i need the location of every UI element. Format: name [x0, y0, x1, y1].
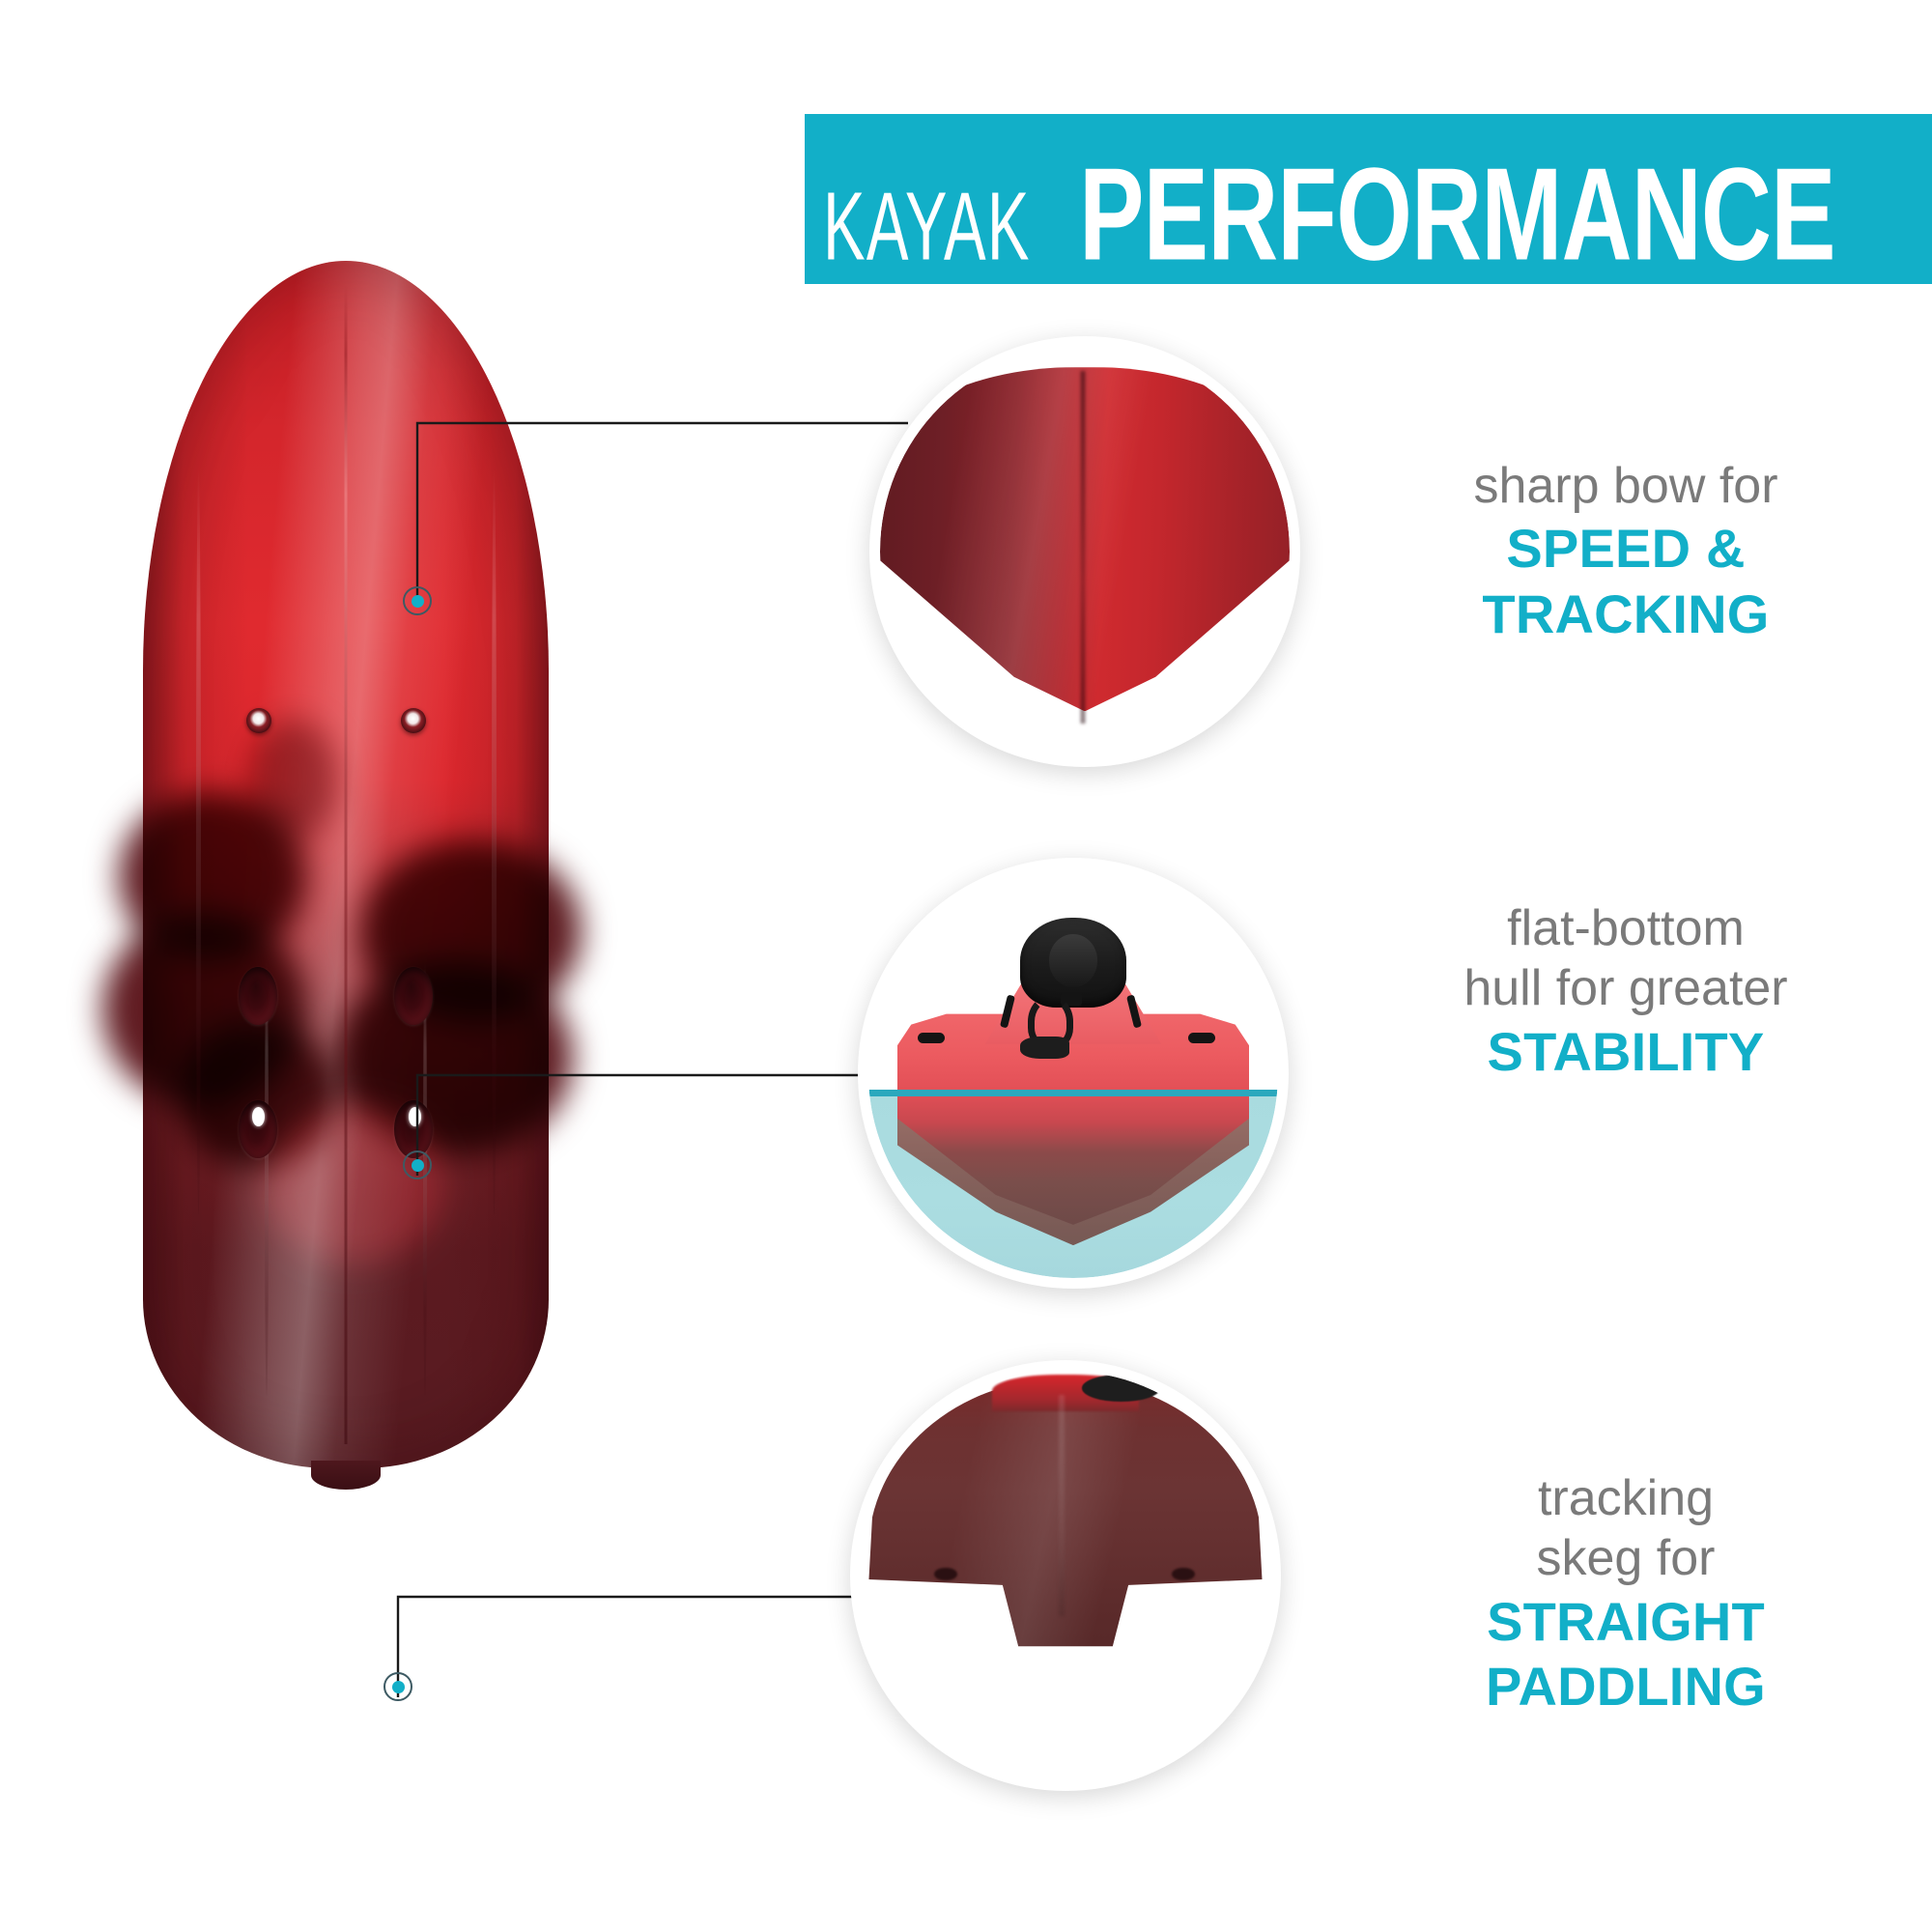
stern-scupper-hole [934, 1567, 957, 1581]
callout-label-line: flat-bottom [1507, 900, 1745, 956]
stern-tip [311, 1461, 381, 1490]
sharp-bow-closeup-photo [880, 347, 1290, 756]
scupper-hole [238, 1099, 277, 1158]
hull-marker[interactable] [403, 1151, 432, 1179]
bow-keel-crease [1080, 371, 1086, 724]
stern-scupper-hole [1172, 1567, 1195, 1581]
page-title-bold: PERFORMANCE [1079, 140, 1836, 284]
callout-label-line: tracking [1537, 1470, 1715, 1526]
callout-label-line: skeg for [1536, 1530, 1716, 1587]
callout-circle-skeg[interactable] [850, 1360, 1281, 1791]
stern-black-fitting [1081, 1375, 1160, 1402]
scupper-hole [394, 967, 434, 1026]
waterline-indicator [868, 1089, 1278, 1096]
kayak-product-image [102, 261, 582, 1490]
stern-hull-shape [868, 1378, 1263, 1647]
callout-label-line: hull for greater [1463, 960, 1788, 1017]
page-title-light: KAYAK [822, 172, 1031, 281]
page-title: KAYAK PERFORMANCE [822, 148, 1901, 281]
drain-plug [400, 707, 426, 733]
tracking-skeg-closeup-photo [861, 1371, 1270, 1780]
callout-circle-bow[interactable] [869, 336, 1300, 767]
leader-line-skeg [386, 1589, 889, 1710]
callout-circle-hull[interactable] [858, 858, 1289, 1289]
scupper-hole [238, 967, 277, 1026]
drain-plug [246, 707, 272, 733]
hull-chine-line [422, 961, 427, 1396]
callout-label-line: sharp bow for [1473, 458, 1778, 514]
hull-chine-line [195, 466, 201, 1215]
skeg-marker[interactable] [384, 1672, 412, 1701]
hull-chine-line [265, 961, 269, 1396]
callout-label-emphasis: TRACKING [1482, 582, 1770, 644]
callout-label-emphasis: SPEED & [1506, 518, 1746, 580]
header-banner: KAYAK PERFORMANCE [805, 114, 1932, 284]
callout-label-emphasis: STRAIGHT [1487, 1590, 1765, 1652]
side-fitting [1187, 1032, 1215, 1043]
scupper-hole [394, 1099, 434, 1158]
callout-label-stability: flat-bottom hull for greater STABILITY [1399, 898, 1853, 1084]
keel-seam-line [344, 285, 348, 1444]
callout-label-emphasis: PADDLING [1486, 1655, 1766, 1717]
flat-bottom-hull-in-water-photo [868, 868, 1278, 1278]
callout-label-emphasis: STABILITY [1487, 1020, 1765, 1082]
bow-marker[interactable] [403, 586, 432, 615]
carry-handle-grip [1019, 1036, 1069, 1060]
callout-label-straight-paddling: tracking skeg for STRAIGHT PADDLING [1399, 1468, 1853, 1719]
kayak-seat-cushion [1048, 933, 1098, 987]
skeg-fin-ridge [1058, 1395, 1065, 1617]
hull-chine-line [492, 466, 497, 1215]
side-fitting [917, 1032, 945, 1043]
callout-label-speed-tracking: sharp bow for SPEED & TRACKING [1399, 456, 1853, 646]
